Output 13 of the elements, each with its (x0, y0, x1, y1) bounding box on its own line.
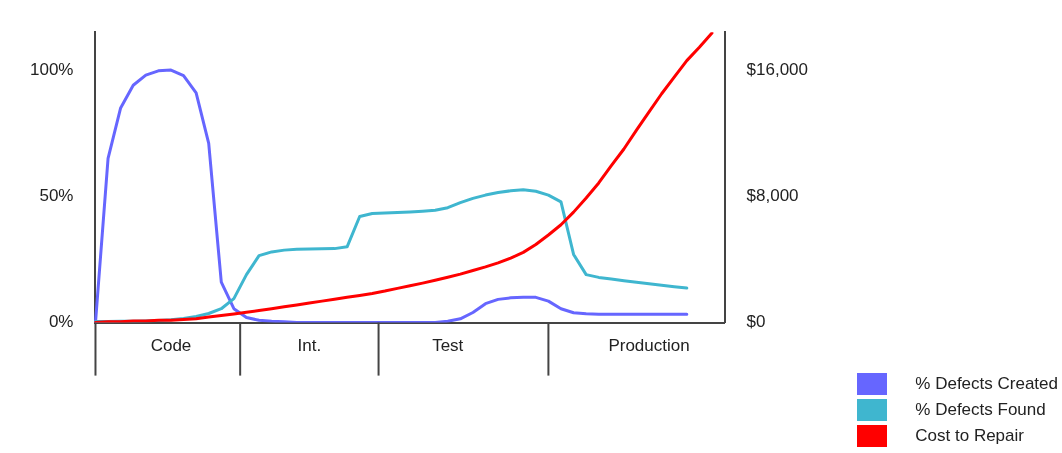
y-tick-label: 100% (30, 59, 74, 79)
legend-label: Cost to Repair (915, 426, 1024, 446)
x-tick-label: Production (608, 336, 690, 356)
legend-label: % Defects Found (915, 400, 1046, 420)
y2-tick-label: $8,000 (746, 186, 799, 206)
y-tick-label: 0% (48, 312, 74, 332)
x-tick-label: Code (150, 336, 192, 356)
x-tick-label: Int. (297, 336, 322, 356)
y-tick-label: 50% (39, 186, 74, 206)
legend-label: % Defects Created (915, 374, 1058, 394)
y2-tick-label: $16,000 (746, 59, 808, 79)
x-tick-label: Test (432, 336, 464, 356)
y2-tick-label: $0 (746, 312, 766, 332)
